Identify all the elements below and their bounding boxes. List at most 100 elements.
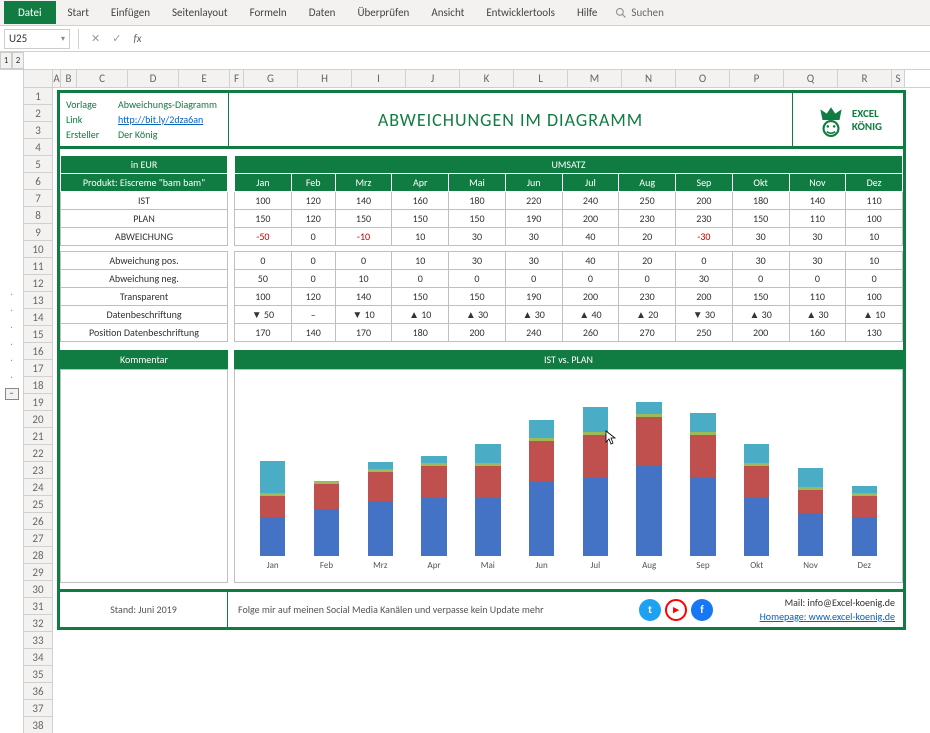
- bar-Jun[interactable]: [522, 420, 562, 556]
- row-hdr-6[interactable]: 6: [24, 173, 53, 190]
- cell[interactable]: 10: [335, 270, 392, 288]
- col-hdr-S[interactable]: S: [892, 70, 905, 87]
- ribbon-tab-entwicklertools[interactable]: Entwicklertools: [476, 1, 565, 24]
- col-hdr-E[interactable]: E: [179, 70, 230, 87]
- row-hdr-11[interactable]: 11: [24, 258, 53, 275]
- bar-Okt[interactable]: [737, 444, 777, 556]
- row-hdr-28[interactable]: 28: [24, 547, 53, 564]
- row-hdr-34[interactable]: 34: [24, 649, 53, 666]
- cell[interactable]: 110: [789, 288, 846, 306]
- col-hdr-C[interactable]: C: [77, 70, 128, 87]
- bar-Sep[interactable]: [683, 413, 723, 556]
- row-hdr-32[interactable]: 32: [24, 615, 53, 632]
- cell[interactable]: 110: [846, 192, 903, 210]
- row-hdr-29[interactable]: 29: [24, 564, 53, 581]
- cell[interactable]: 250: [676, 324, 733, 342]
- row-hdr-1[interactable]: 1: [24, 88, 53, 105]
- cell[interactable]: 250: [619, 192, 676, 210]
- cell[interactable]: 0: [562, 270, 619, 288]
- col-hdr-D[interactable]: D: [128, 70, 179, 87]
- cell[interactable]: ▲ 10: [392, 306, 449, 324]
- cell[interactable]: 30: [676, 270, 733, 288]
- outline-collapse-button[interactable]: −: [5, 388, 19, 400]
- cell[interactable]: 0: [291, 228, 335, 246]
- cell[interactable]: 20: [619, 228, 676, 246]
- ribbon-tab-formeln[interactable]: Formeln: [240, 1, 297, 24]
- col-hdr-N[interactable]: N: [622, 70, 676, 87]
- cell[interactable]: 100: [235, 192, 292, 210]
- bar-Aug[interactable]: [629, 402, 669, 556]
- row-hdr-36[interactable]: 36: [24, 683, 53, 700]
- row-hdr-14[interactable]: 14: [24, 309, 53, 326]
- cell[interactable]: 120: [291, 192, 335, 210]
- cell[interactable]: 180: [732, 192, 789, 210]
- row-hdr-13[interactable]: 13: [24, 292, 53, 309]
- row-hdr-18[interactable]: 18: [24, 377, 53, 394]
- row-hdr-31[interactable]: 31: [24, 598, 53, 615]
- facebook-icon[interactable]: f: [691, 599, 713, 621]
- outline-level-2[interactable]: 2: [12, 52, 24, 69]
- name-box-dropdown-icon[interactable]: ▾: [61, 34, 65, 44]
- bar-Mrz[interactable]: [360, 462, 400, 556]
- row-hdr-3[interactable]: 3: [24, 122, 53, 139]
- bar-Jan[interactable]: [253, 461, 293, 556]
- cell[interactable]: 240: [505, 324, 562, 342]
- cell[interactable]: 200: [562, 210, 619, 228]
- cell[interactable]: 30: [789, 252, 846, 270]
- cell[interactable]: 0: [676, 252, 733, 270]
- cell[interactable]: 140: [335, 288, 392, 306]
- cell[interactable]: 230: [676, 210, 733, 228]
- row-hdr-4[interactable]: 4: [24, 139, 53, 156]
- col-hdr-P[interactable]: P: [730, 70, 784, 87]
- cell[interactable]: 150: [335, 210, 392, 228]
- cell[interactable]: ▲ 20: [619, 306, 676, 324]
- bar-Dez[interactable]: [844, 486, 884, 556]
- cell[interactable]: 180: [392, 324, 449, 342]
- cell[interactable]: 110: [789, 210, 846, 228]
- row-hdr-8[interactable]: 8: [24, 207, 53, 224]
- cell[interactable]: 170: [235, 324, 292, 342]
- bar-Mai[interactable]: [468, 444, 508, 556]
- cell[interactable]: 10: [846, 228, 903, 246]
- cell[interactable]: 160: [392, 192, 449, 210]
- cancel-formula-icon[interactable]: ✕: [87, 32, 104, 45]
- row-hdr-12[interactable]: 12: [24, 275, 53, 292]
- cell[interactable]: 0: [235, 252, 292, 270]
- cell[interactable]: 0: [846, 270, 903, 288]
- cell[interactable]: 150: [449, 210, 506, 228]
- cell[interactable]: 180: [449, 192, 506, 210]
- row-hdr-16[interactable]: 16: [24, 343, 53, 360]
- twitter-icon[interactable]: t: [639, 599, 661, 621]
- row-hdr-37[interactable]: 37: [24, 700, 53, 717]
- row-hdr-38[interactable]: 38: [24, 717, 53, 733]
- cell[interactable]: ▲ 30: [789, 306, 846, 324]
- bar-Nov[interactable]: [791, 468, 831, 556]
- cell[interactable]: 40: [562, 252, 619, 270]
- chart-ist-vs-plan[interactable]: JanFebMrzAprMaiJunJulAugSepOktNovDez: [234, 369, 903, 583]
- fx-icon[interactable]: fx: [129, 32, 145, 45]
- ribbon-search[interactable]: Suchen: [615, 6, 664, 19]
- kommentar-box[interactable]: [60, 369, 228, 583]
- ribbon-tab-hilfe[interactable]: Hilfe: [567, 1, 607, 24]
- col-hdr-G[interactable]: G: [244, 70, 298, 87]
- row-hdr-22[interactable]: 22: [24, 445, 53, 462]
- meta-link-value[interactable]: http://bit.ly/2dza6an: [118, 113, 203, 126]
- cell[interactable]: 40: [562, 228, 619, 246]
- cell[interactable]: 0: [291, 270, 335, 288]
- confirm-formula-icon[interactable]: ✓: [108, 32, 125, 45]
- outline-level-1[interactable]: 1: [0, 52, 12, 69]
- cell[interactable]: 10: [392, 228, 449, 246]
- col-hdr-F[interactable]: F: [230, 70, 244, 87]
- cell[interactable]: 120: [291, 210, 335, 228]
- cell[interactable]: ▼ 50: [235, 306, 292, 324]
- cell[interactable]: 120: [291, 288, 335, 306]
- bar-Feb[interactable]: [307, 481, 347, 556]
- cell[interactable]: 0: [732, 270, 789, 288]
- cell[interactable]: 10: [392, 252, 449, 270]
- cell[interactable]: 10: [846, 252, 903, 270]
- row-hdr-7[interactable]: 7: [24, 190, 53, 207]
- ribbon-tab-ueberpruefen[interactable]: Überprüfen: [347, 1, 419, 24]
- cell[interactable]: 230: [619, 288, 676, 306]
- cell[interactable]: 200: [732, 324, 789, 342]
- ribbon-tab-daten[interactable]: Daten: [299, 1, 346, 24]
